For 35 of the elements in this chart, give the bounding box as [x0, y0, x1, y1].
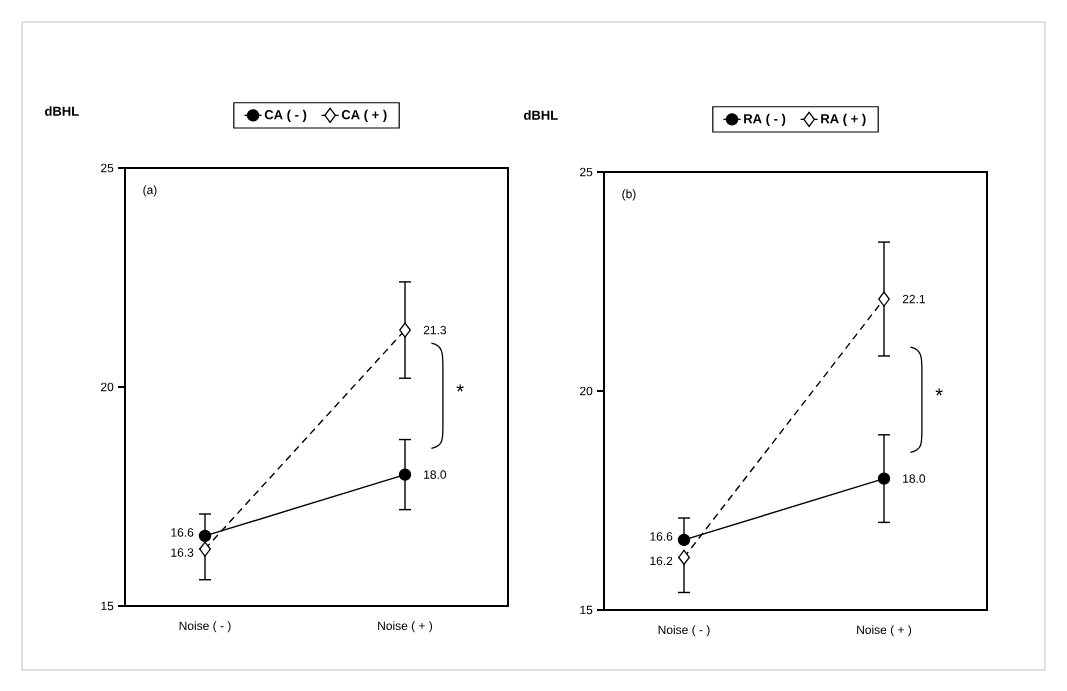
data-label: 16.3 [171, 548, 194, 557]
y-tick-label: 25 [580, 167, 593, 177]
data-label: 21.3 [423, 325, 447, 335]
y-tick-label: 20 [580, 386, 593, 396]
data-label: 16.6 [650, 532, 673, 541]
point [198, 529, 212, 543]
legend-label: CA ( + ) [341, 109, 387, 122]
x-tick-label: Noise ( - ) [179, 621, 231, 633]
point [877, 472, 891, 485]
legend-label: RA ( + ) [821, 113, 866, 126]
data-label: 16.2 [650, 556, 673, 566]
y-axis-title: dBHL [524, 110, 558, 120]
legend-label: RA ( - ) [744, 113, 786, 126]
x-tick-label: Noise ( - ) [658, 625, 710, 637]
data-label: 22.1 [902, 294, 925, 304]
y-tick-label: 15 [101, 601, 114, 611]
data-label: 18.0 [903, 474, 926, 483]
y-axis-title: dBHL [45, 106, 79, 116]
point [399, 322, 411, 338]
annotation: (a) [143, 185, 157, 197]
annotation: * [935, 388, 943, 396]
y-tick-label: 25 [101, 163, 114, 173]
point [677, 533, 691, 547]
point [199, 541, 211, 557]
annotation: * [456, 384, 464, 392]
data-label: 16.6 [171, 528, 194, 537]
data-label: 18.0 [424, 470, 447, 479]
x-tick-label: Noise ( + ) [857, 625, 912, 637]
annotation: (b) [622, 189, 636, 201]
x-tick-label: Noise ( + ) [378, 621, 433, 633]
y-tick-label: 20 [101, 382, 114, 392]
point [878, 291, 890, 307]
point [398, 468, 412, 481]
legend-label: CA ( - ) [264, 109, 307, 122]
y-tick-label: 15 [580, 605, 593, 615]
